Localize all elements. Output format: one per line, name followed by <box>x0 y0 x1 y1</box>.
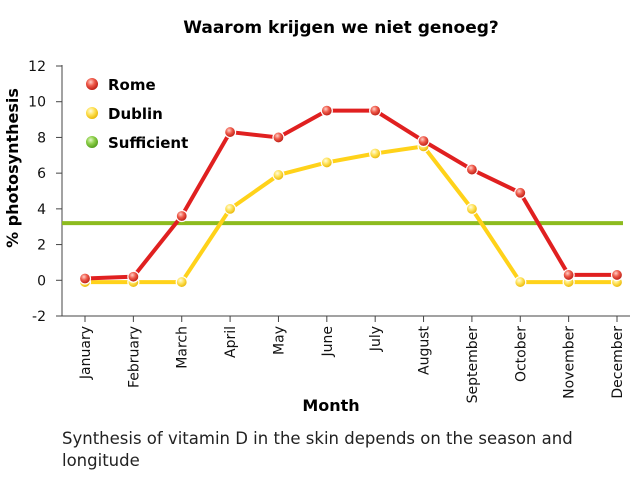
data-point-dublin <box>223 202 237 215</box>
data-point-dublin <box>514 275 527 289</box>
y-ticks: -2 0 2 4 6 8 10 12 <box>28 59 62 325</box>
caption: Synthesis of vitamin D in the skin depen… <box>62 429 573 470</box>
legend-label-dublin: Dublin <box>108 105 163 123</box>
data-point-rome <box>272 131 285 144</box>
x-tick-label: September <box>465 326 481 404</box>
data-point-rome <box>465 163 479 176</box>
x-tick-label: July <box>368 326 384 352</box>
data-point-rome <box>562 268 575 282</box>
x-tick-label: March <box>175 326 191 369</box>
data-point-rome <box>369 104 382 117</box>
axes <box>61 65 630 317</box>
legend-marker-dublin <box>85 106 99 120</box>
y-tick-label: -2 <box>32 309 46 325</box>
series-line-rome <box>84 108 617 281</box>
y-tick-label: 4 <box>37 202 46 218</box>
legend-label-rome: Rome <box>108 76 156 94</box>
x-tick-label: November <box>562 326 578 399</box>
data-point-rome <box>127 270 140 283</box>
y-tick-label: 0 <box>37 273 46 289</box>
data-point-rome <box>78 272 92 285</box>
x-tick-label: February <box>126 326 142 388</box>
x-tick-label: May <box>271 326 287 355</box>
series-line-dublin <box>85 144 617 285</box>
y-tick-label: 12 <box>28 59 46 75</box>
data-point-dublin <box>465 202 479 215</box>
y-tick-label: 6 <box>37 166 46 182</box>
data-point-dublin <box>272 168 285 182</box>
chart-title: Waarom krijgen we niet genoeg? <box>183 18 499 38</box>
x-tick-label: June <box>320 326 336 358</box>
y-tick-label: 2 <box>37 238 46 254</box>
data-point-dublin <box>320 156 333 169</box>
x-tick-label: April <box>223 326 239 358</box>
x-ticks: January February March April May June July Augu… <box>78 316 626 403</box>
legend-marker-rome <box>85 77 99 91</box>
data-point-rome <box>175 209 188 223</box>
data-point-rome <box>320 104 333 117</box>
data-point-rome <box>223 125 237 139</box>
legend-marker-sufficient <box>85 135 99 149</box>
x-tick-label: December <box>610 326 626 399</box>
data-point-rome <box>514 186 527 199</box>
x-tick-label: October <box>513 326 529 382</box>
y-tick-label: 8 <box>37 130 46 146</box>
chart-svg: Waarom krijgen we niet genoeg? -2 0 2 4 6 8 10… <box>3 18 630 415</box>
series-layer <box>62 104 624 289</box>
x-tick-label: January <box>78 326 94 380</box>
legend-label-sufficient: Sufficient <box>108 134 188 152</box>
y-axis-label: % photosynthesis <box>3 88 22 248</box>
data-point-dublin <box>175 275 188 289</box>
data-point-rome <box>610 268 624 282</box>
y-tick-label: 10 <box>28 95 46 111</box>
data-point-dublin <box>369 147 382 160</box>
data-point-rome <box>417 134 430 148</box>
x-tick-label: August <box>417 325 433 375</box>
legend: Rome Dublin Sufficient <box>85 76 188 152</box>
x-axis-label: Month <box>302 396 359 415</box>
